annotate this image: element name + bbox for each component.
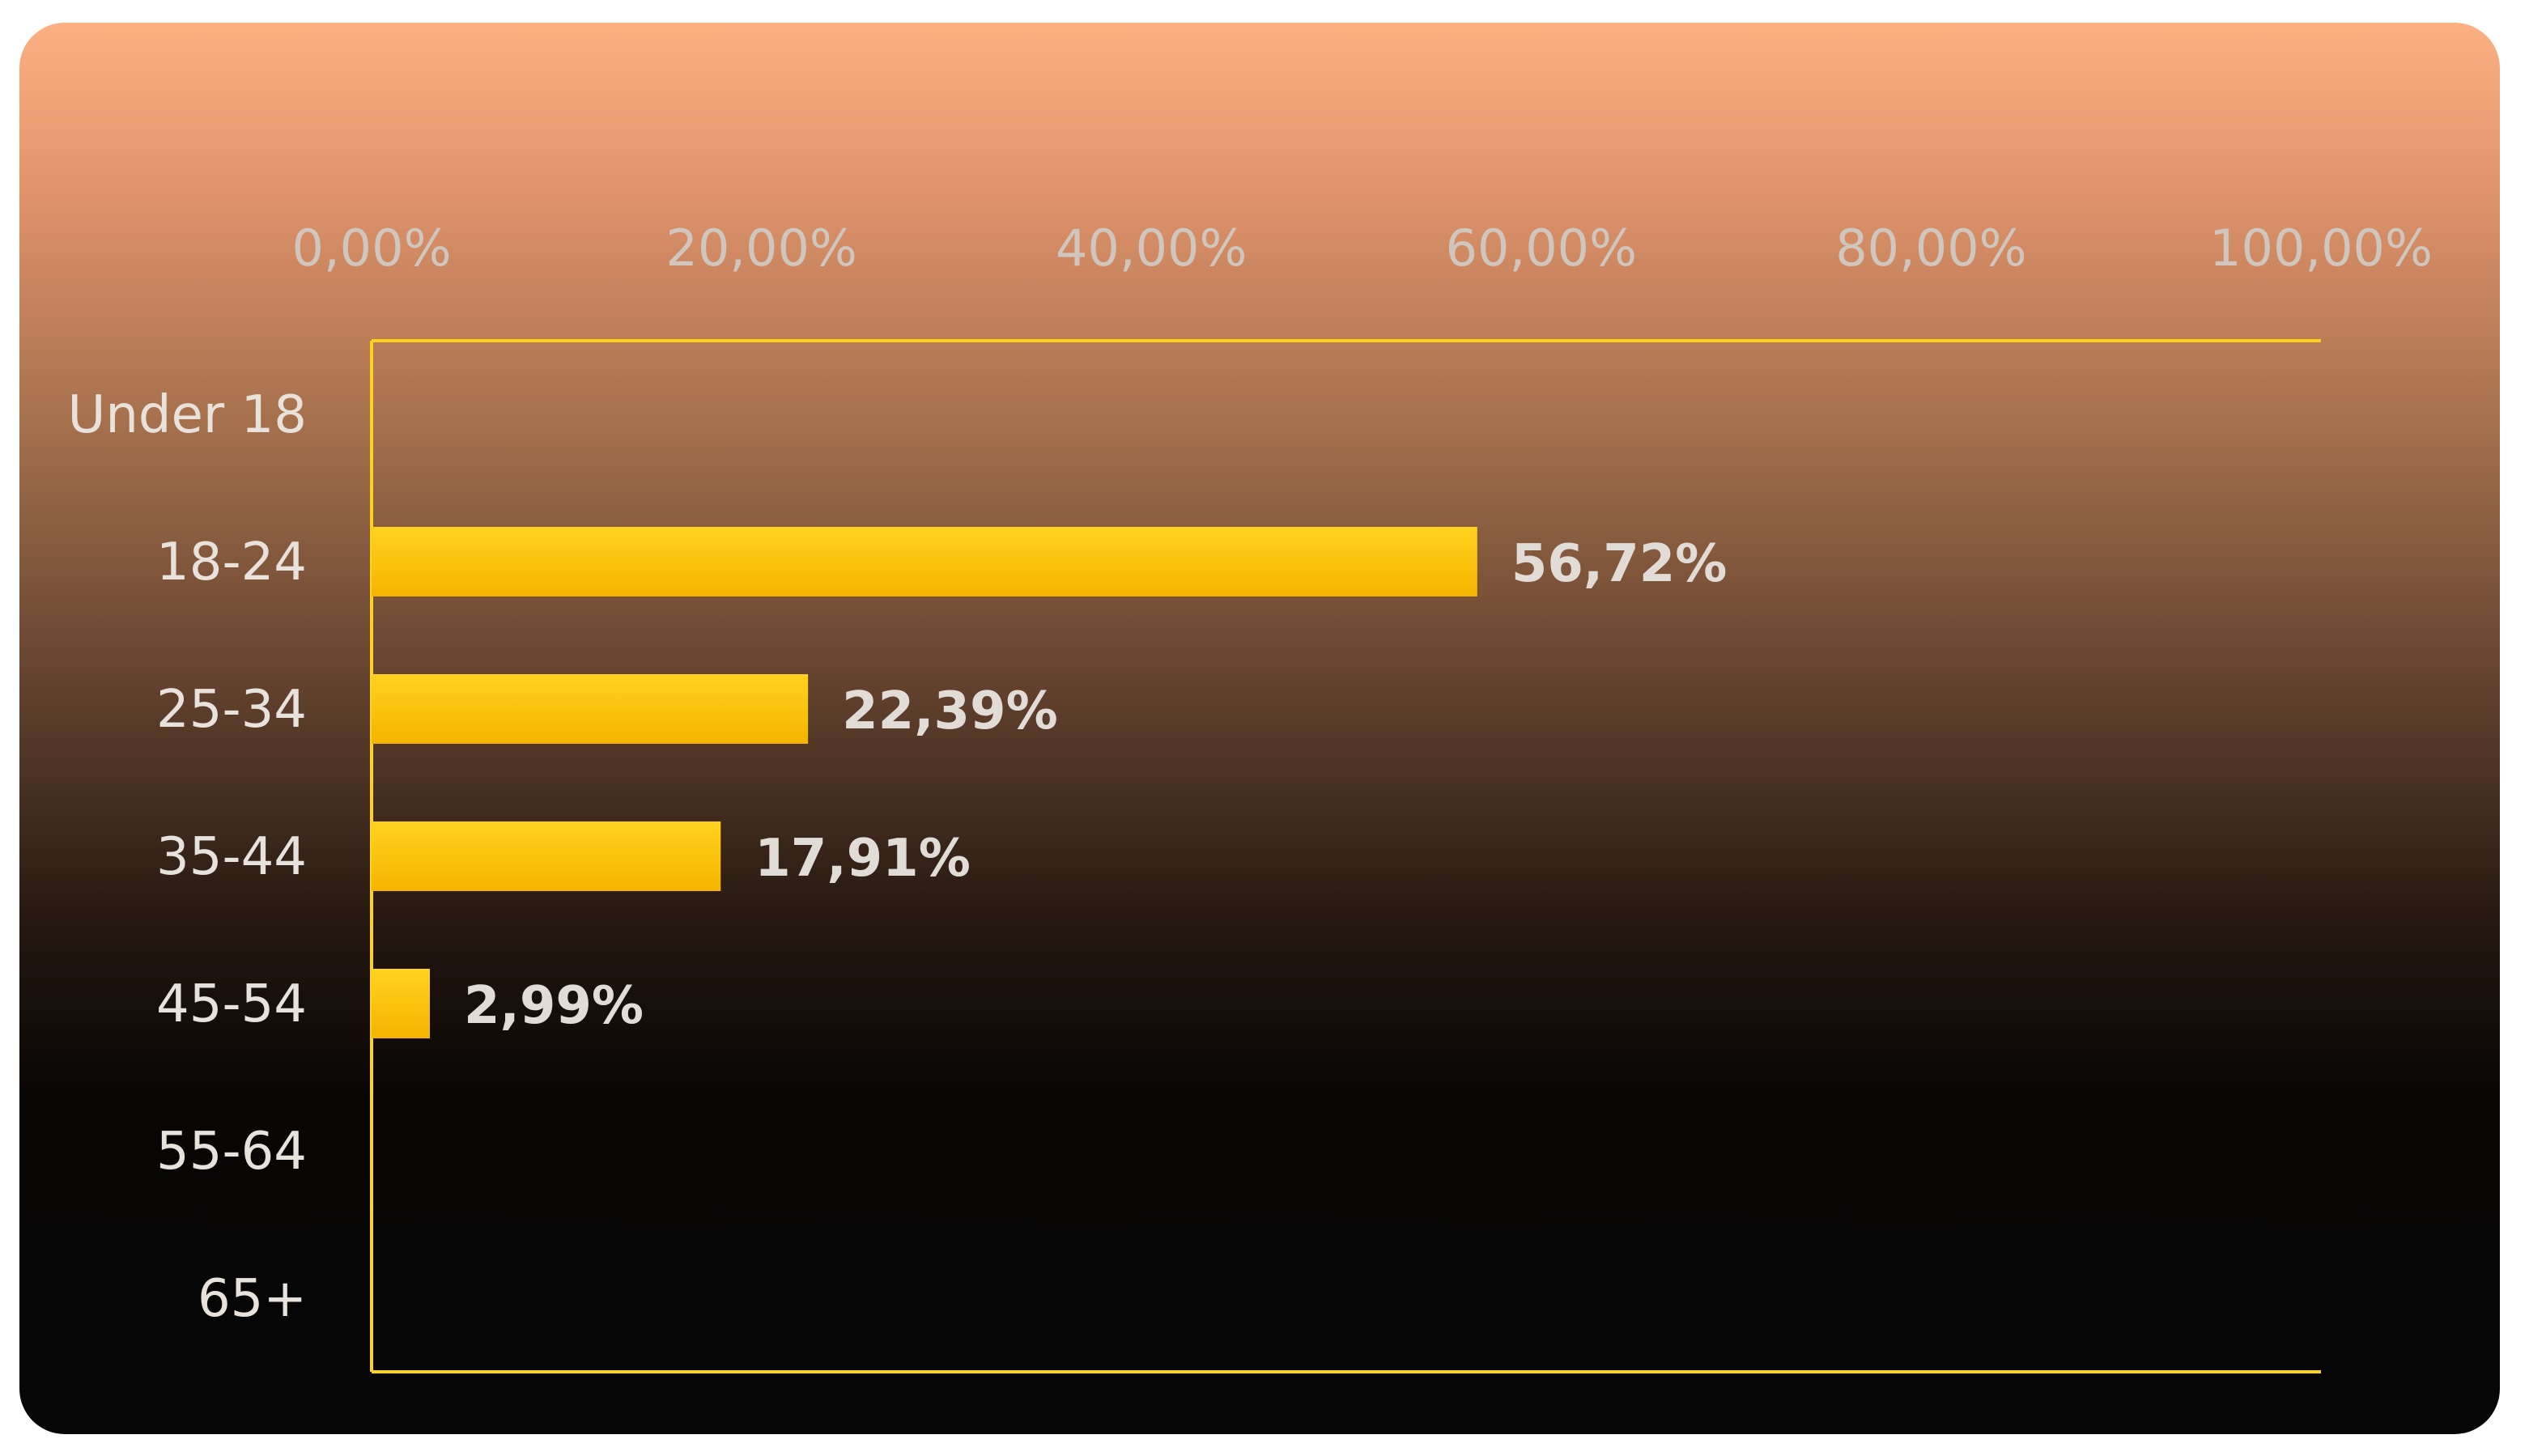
chart-card: 0,00% 20,00% 40,00% 60,00% 80,00% 100,00% Und… [19,23,2500,1434]
category-label: 45-54 [156,974,307,1034]
bars [372,527,1477,1038]
category-label: 25-34 [156,680,307,740]
category-label: 18-24 [156,533,307,592]
category-label: 65+ [198,1269,307,1329]
category-label: 55-64 [156,1122,307,1182]
x-axis-ticks: 0,00% 20,00% 40,00% 60,00% 80,00% 100,00% [292,219,2433,278]
category-label: 35-44 [156,827,307,887]
bar-chart: 0,00% 20,00% 40,00% 60,00% 80,00% 100,00% Und… [68,219,2433,1373]
bar-25-34 [372,674,809,744]
value-label: 2,99% [464,976,644,1036]
bar-35-44 [372,821,721,891]
x-tick-label: 60,00% [1446,219,1637,278]
bar-45-54 [372,969,430,1038]
x-tick-label: 0,00% [292,219,452,278]
bar-18-24 [372,527,1477,596]
gridlines [759,341,2323,1372]
x-tick-label: 40,00% [1056,219,1247,278]
y-axis-categories: Under 18 18-24 25-34 35-44 45-54 55-64 65+ [68,385,308,1329]
x-tick-label: 100,00% [2209,219,2433,278]
value-label: 56,72% [1511,534,1728,594]
data-labels: 56,72% 22,39% 17,91% 2,99% [464,534,1727,1036]
category-label: Under 18 [68,385,308,445]
value-label: 17,91% [754,829,971,889]
x-tick-label: 80,00% [1835,219,2026,278]
x-tick-label: 20,00% [665,219,856,278]
value-label: 22,39% [842,681,1058,741]
